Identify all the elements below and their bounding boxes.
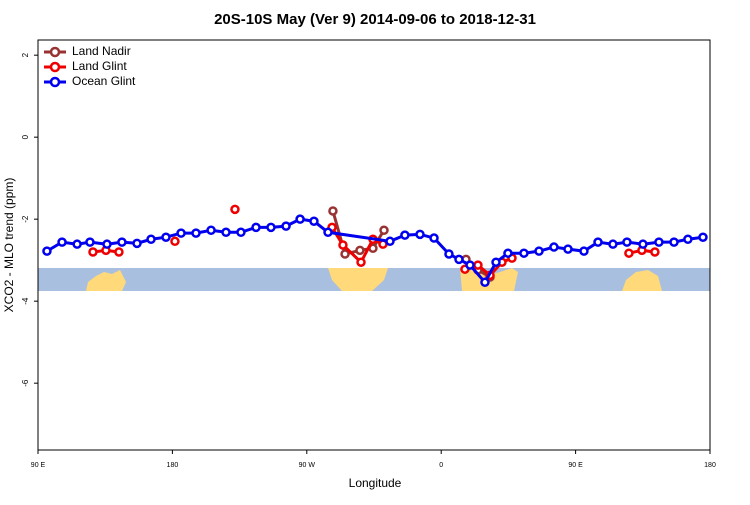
point	[400, 230, 410, 240]
legend-label: Land Glint	[72, 59, 127, 73]
point	[654, 237, 664, 247]
legend-marker	[49, 61, 61, 73]
point	[579, 246, 589, 256]
plot-frame	[37, 39, 711, 451]
point	[146, 234, 156, 245]
y-tick-label: -4	[21, 297, 30, 305]
point	[415, 229, 425, 240]
point	[328, 206, 338, 216]
x-tick-label: 90 E	[31, 462, 46, 469]
point	[355, 245, 365, 256]
point	[72, 239, 82, 249]
y-axis-label: XCO2 - MLO trend (ppm)	[2, 178, 16, 313]
point	[519, 248, 529, 258]
point	[650, 247, 660, 257]
point	[132, 238, 142, 249]
point	[503, 248, 513, 258]
point	[444, 249, 454, 259]
point	[85, 237, 95, 247]
point	[534, 246, 544, 256]
point	[323, 227, 333, 238]
point	[698, 232, 708, 242]
point	[42, 246, 52, 256]
point	[429, 233, 439, 243]
point	[669, 237, 679, 247]
point	[221, 227, 231, 238]
point	[356, 257, 366, 267]
legend-label: Ocean Glint	[72, 74, 136, 88]
y-tick-label: -6	[21, 379, 30, 387]
point	[236, 227, 246, 238]
point	[340, 249, 350, 259]
point	[638, 239, 648, 249]
point	[549, 242, 559, 252]
point	[624, 248, 634, 258]
legend-marker	[49, 46, 61, 58]
x-tick-label: 90 E	[568, 462, 583, 469]
point	[563, 244, 573, 254]
point	[608, 239, 618, 249]
x-tick-label: 0	[439, 462, 443, 469]
point	[57, 237, 67, 247]
point	[266, 222, 276, 233]
x-tick-label: 90 W	[299, 462, 316, 469]
point	[206, 225, 216, 235]
point	[309, 216, 319, 226]
point	[454, 254, 464, 265]
point	[170, 236, 180, 247]
point	[161, 232, 171, 242]
point	[281, 221, 291, 231]
point	[176, 228, 186, 238]
point	[102, 239, 112, 249]
point	[295, 214, 305, 224]
point	[622, 237, 632, 247]
point	[117, 237, 127, 247]
x-axis-label: Longitude	[349, 476, 402, 490]
legend-label: Land Nadir	[72, 44, 131, 58]
point	[114, 247, 124, 257]
point	[465, 260, 475, 270]
point	[480, 277, 490, 288]
x-tick-label: 180	[167, 462, 179, 469]
point	[683, 234, 693, 245]
map-strip	[38, 268, 710, 291]
point	[593, 237, 603, 247]
point	[251, 222, 261, 233]
point	[191, 228, 201, 238]
point	[230, 204, 240, 215]
legend-marker	[49, 76, 61, 88]
point	[473, 260, 483, 270]
point	[338, 240, 348, 250]
y-tick-label: -2	[21, 215, 30, 223]
y-tick-label: 0	[21, 134, 30, 139]
y-tick-label: 2	[21, 52, 30, 57]
point	[379, 225, 389, 235]
chart-title: 20S-10S May (Ver 9) 2014-09-06 to 2018-1…	[214, 11, 536, 28]
point	[385, 236, 395, 247]
x-tick-label: 180	[704, 462, 716, 469]
point	[88, 247, 98, 257]
point	[491, 257, 501, 267]
